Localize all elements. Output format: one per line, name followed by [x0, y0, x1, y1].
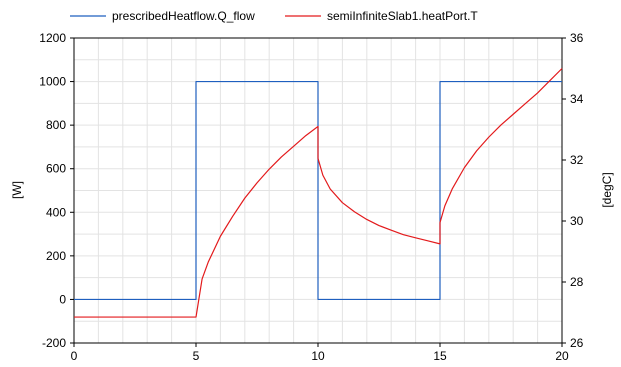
left-tick-label: 0	[59, 292, 66, 306]
right-tick-label: 32	[570, 153, 584, 167]
right-tick-label: 36	[570, 31, 584, 45]
right-tick-label: 28	[570, 275, 584, 289]
right-tick-label: 34	[570, 92, 584, 106]
left-tick-label: 1000	[39, 75, 66, 89]
x-tick-label: 15	[433, 349, 447, 363]
series-line-temperature	[74, 68, 563, 318]
left-tick-label: 400	[46, 205, 66, 219]
right-tick-label: 26	[570, 336, 584, 350]
x-tick-label: 20	[555, 349, 569, 363]
series-layer	[74, 68, 563, 318]
left-axis-label: [W]	[10, 181, 24, 199]
left-tick-label: 800	[46, 118, 66, 132]
x-tick-label: 5	[193, 349, 200, 363]
right-tick-label: 30	[570, 214, 584, 228]
left-tick-label: 1200	[39, 31, 66, 45]
ticks-layer: 0 5 10 15 20 -200 0 200 400 600 800 1000 1200 26 28 30 3…	[39, 31, 583, 363]
series-line-heatflow	[74, 80, 562, 301]
legend: prescribedHeatflow.Q_flow semiInfiniteSl…	[70, 9, 478, 23]
x-tick-label: 10	[311, 349, 325, 363]
legend-label-heatflow: prescribedHeatflow.Q_flow	[112, 9, 255, 23]
legend-label-temperature: semiInfiniteSlab1.heatPort.T	[327, 9, 478, 23]
left-tick-label: 200	[46, 249, 66, 263]
right-axis-label: [degC]	[600, 172, 614, 207]
left-tick-label: -200	[42, 336, 66, 350]
x-tick-label: 0	[71, 349, 78, 363]
left-tick-label: 600	[46, 162, 66, 176]
